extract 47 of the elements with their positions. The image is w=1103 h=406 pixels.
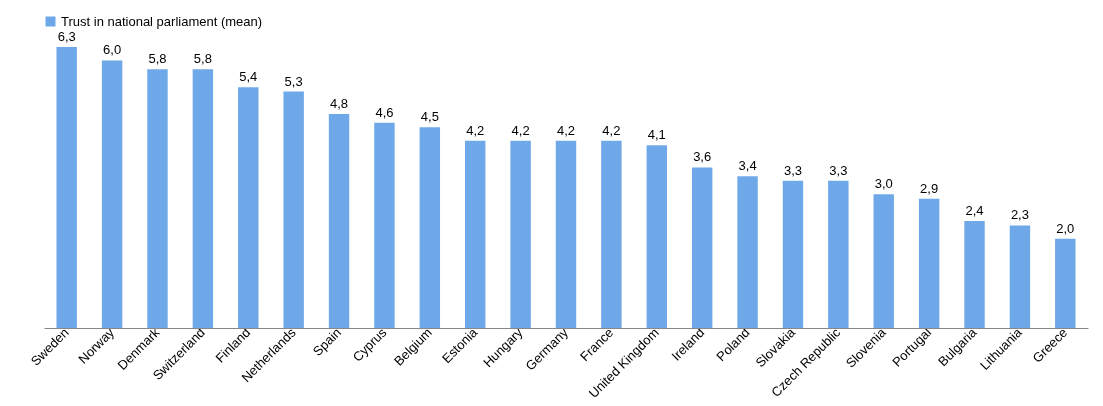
data-label: 6,0	[103, 42, 122, 58]
data-label: 2,3	[1010, 207, 1029, 223]
bar	[918, 198, 940, 328]
bar	[737, 176, 758, 328]
data-label: 4,2	[602, 122, 621, 138]
data-label: 4,2	[511, 122, 530, 138]
data-label: 4,1	[647, 127, 666, 143]
data-label: 4,8	[330, 95, 349, 111]
data-label: 4,6	[375, 104, 394, 120]
legend-label: Trust in national parliament (mean)	[61, 13, 263, 29]
bar	[873, 194, 894, 328]
data-label: 4,2	[556, 122, 576, 138]
bar	[419, 127, 441, 328]
bar	[510, 140, 531, 328]
bar	[782, 180, 804, 328]
data-label: 2,9	[920, 180, 939, 196]
data-label: 5,8	[148, 51, 167, 67]
bar	[601, 140, 622, 328]
bar	[56, 47, 77, 328]
bar	[828, 180, 849, 328]
data-label: 3,6	[693, 149, 712, 165]
data-label: 2,4	[965, 202, 984, 218]
bar	[691, 167, 713, 328]
bar	[555, 140, 577, 328]
data-label: 3,3	[829, 162, 848, 178]
data-label: 3,4	[738, 158, 757, 174]
data-label: 4,2	[466, 122, 485, 138]
bar	[328, 113, 350, 328]
bar	[646, 145, 667, 328]
bar	[147, 69, 168, 328]
bar	[1009, 225, 1031, 328]
data-label: 3,3	[783, 162, 802, 178]
data-label: 5,8	[193, 51, 212, 67]
data-label: 5,4	[239, 69, 258, 85]
bar	[192, 69, 214, 328]
bar	[101, 60, 123, 328]
data-label: 3,0	[874, 176, 893, 192]
data-label: 5,3	[284, 73, 303, 89]
data-label: 6,3	[57, 29, 76, 44]
data-label: 2,0	[1056, 220, 1075, 236]
data-label: 4,5	[420, 109, 439, 125]
bar	[465, 140, 486, 328]
bar	[374, 122, 395, 328]
bar	[1055, 238, 1076, 328]
bar	[238, 87, 259, 328]
bar	[964, 220, 985, 328]
bar	[283, 91, 304, 328]
